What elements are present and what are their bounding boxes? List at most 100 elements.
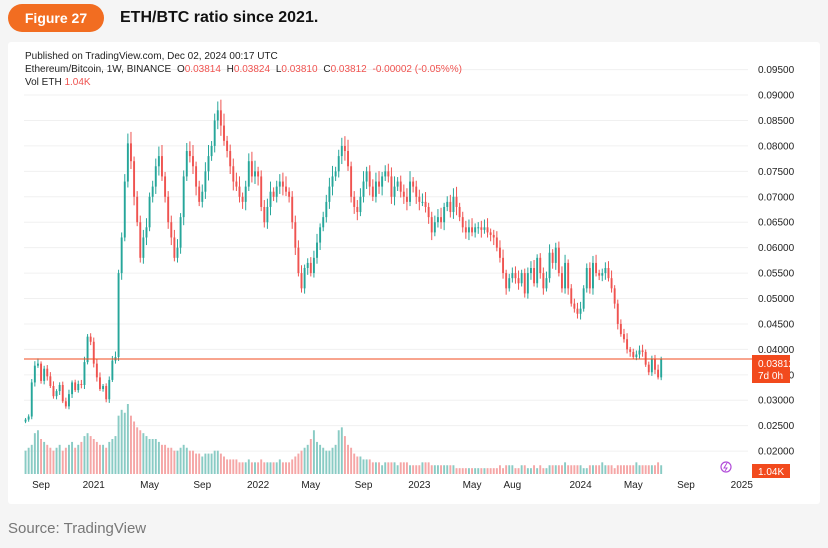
volume-bar — [142, 433, 145, 474]
candle-body — [623, 334, 625, 340]
volume-bar — [241, 462, 244, 474]
volume-bar — [660, 465, 663, 474]
volume-bar — [306, 444, 309, 474]
volume-bar — [52, 450, 55, 474]
candle-body — [654, 359, 656, 370]
candle-body — [511, 273, 514, 279]
volume-bar — [542, 468, 545, 474]
candle-body — [598, 273, 601, 276]
volume-bar — [182, 444, 185, 474]
candle-body — [458, 206, 461, 218]
candle-body — [74, 382, 77, 391]
candle-body — [269, 191, 272, 207]
candle-body — [613, 288, 616, 304]
candle-body — [64, 401, 67, 407]
candle-body — [111, 360, 114, 380]
volume-bar — [467, 468, 470, 474]
volume-bar — [353, 453, 356, 474]
candle-body — [564, 262, 567, 289]
volume-bar — [474, 468, 477, 474]
candle-body — [409, 181, 411, 202]
volume-badge-value: 1.04K — [758, 467, 784, 478]
volume-bar — [328, 450, 331, 474]
candle-body — [356, 206, 359, 213]
y-tick-label: 0.06500 — [758, 218, 795, 229]
candle-body — [213, 120, 216, 146]
candle-body — [80, 383, 83, 385]
candle-body — [120, 237, 123, 274]
volume-bar — [303, 447, 306, 474]
volume-bar — [120, 409, 123, 474]
y-tick-label: 0.07000 — [758, 192, 795, 203]
volume-bar — [471, 468, 474, 474]
candle-body — [402, 191, 405, 197]
event-flash-glyph — [723, 462, 728, 472]
candle-body — [529, 268, 532, 274]
y-tick-label: 0.02000 — [758, 447, 795, 458]
candle-body — [601, 273, 604, 276]
volume-bar — [173, 450, 176, 474]
volume-bar — [378, 462, 380, 474]
candle-body — [446, 201, 449, 207]
x-tick-label: May — [624, 480, 643, 491]
volume-bar — [99, 444, 101, 474]
volume-bar — [219, 453, 222, 474]
price-badge-value: 0.03812 — [758, 359, 795, 370]
candle-body — [257, 171, 260, 177]
candle-body — [405, 196, 408, 202]
volume-bar — [83, 436, 86, 474]
volume-bar — [390, 462, 393, 474]
volume-bar — [331, 447, 334, 474]
candle-body — [303, 268, 306, 289]
candle-body — [619, 323, 622, 335]
candle-body — [105, 386, 108, 400]
volume-bar — [235, 459, 238, 474]
candle-body — [592, 262, 594, 289]
close-label: C — [323, 64, 330, 75]
candle-body — [626, 339, 629, 350]
candlestick-chart[interactable]: 0.09500 0.09000 0.08500 0.08000 0.07500 0.070… — [8, 42, 820, 504]
candle-body — [353, 196, 356, 207]
volume-bar — [161, 444, 163, 474]
candle-body — [557, 247, 560, 274]
candle-body — [95, 363, 98, 378]
volume-bar — [607, 465, 610, 474]
candle-body — [322, 217, 325, 228]
volume-bar — [176, 450, 179, 474]
candle-body — [71, 382, 74, 395]
x-tick-label: Sep — [677, 480, 695, 491]
candle-body — [288, 191, 291, 197]
candle-body — [207, 156, 210, 172]
x-tick-label: May — [140, 480, 159, 491]
candle-body — [657, 369, 660, 378]
volume-bar — [464, 468, 467, 474]
candle-body — [548, 252, 551, 279]
candle-body — [263, 206, 266, 223]
candle-body — [201, 191, 204, 202]
volume-bar — [272, 462, 275, 474]
candle-body — [604, 268, 607, 274]
candle-body — [337, 156, 340, 172]
volume-bar — [195, 453, 198, 474]
volume-bar — [164, 444, 167, 474]
candle-body — [219, 110, 222, 126]
volume-bar — [278, 459, 281, 474]
candle-body — [387, 171, 390, 177]
candle-body — [210, 145, 213, 157]
event-flash-icon[interactable] — [720, 461, 732, 473]
candle-body — [486, 227, 489, 233]
candle-body — [89, 336, 92, 342]
candle-body — [176, 247, 179, 258]
volume-bar — [650, 465, 653, 474]
volume-bar — [592, 465, 594, 474]
volume-bar — [647, 465, 650, 474]
volume-bar — [502, 468, 505, 474]
candle-body — [232, 166, 235, 182]
candle-body — [204, 171, 207, 192]
candle-body — [161, 156, 163, 177]
volume-bar — [533, 465, 536, 474]
volume-bar — [409, 465, 411, 474]
volume-bar — [80, 441, 83, 474]
candle-body — [371, 186, 374, 197]
open-label: O — [177, 64, 185, 75]
